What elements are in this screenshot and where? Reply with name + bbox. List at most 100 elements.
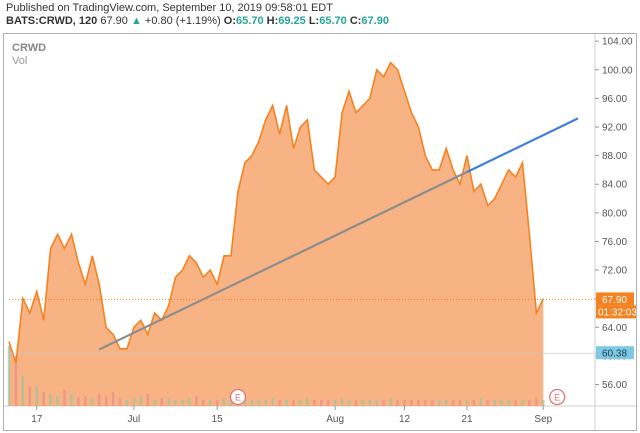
volume-bar xyxy=(104,396,108,406)
volume-bar xyxy=(132,398,136,406)
volume-bar xyxy=(500,400,503,406)
volume-bar xyxy=(306,398,309,406)
volume-bar xyxy=(209,400,212,406)
y-tick-label: 76.00 xyxy=(602,237,627,248)
volume-bar xyxy=(84,396,87,406)
symbol-interval: BATS:CRWD, 120 xyxy=(6,15,98,27)
y-tick-label: 100.00 xyxy=(602,65,633,76)
volume-bar xyxy=(28,386,32,406)
volume-bar xyxy=(417,400,420,406)
x-tick-label: 17 xyxy=(31,414,43,425)
y-tick-label: 92.00 xyxy=(602,123,627,134)
volume-bar xyxy=(14,356,18,406)
chart-symbol-label: CRWD xyxy=(12,42,47,54)
volume-bar xyxy=(257,400,261,406)
x-tick-label: Sep xyxy=(534,414,552,425)
volume-bar xyxy=(472,400,476,406)
chart-panel[interactable]: 104.00 100.00 96.00 92.00 88.00 84.00 80.00 76.… xyxy=(3,33,637,431)
volume-bar xyxy=(410,400,413,406)
y-tick-label: 80.00 xyxy=(602,208,627,219)
volume-bar xyxy=(521,400,524,406)
countdown-badge xyxy=(596,305,636,319)
volume-bar xyxy=(111,392,115,406)
volume-bar xyxy=(326,400,330,406)
close-label: C: xyxy=(349,15,362,27)
y-tick-label: 64.00 xyxy=(602,323,627,334)
volume-bar xyxy=(188,398,191,406)
volume-bar xyxy=(195,396,198,406)
volume-bar xyxy=(444,400,448,406)
volume-bar xyxy=(347,400,351,406)
close-value: 67.90 xyxy=(361,15,389,27)
last-price-badge xyxy=(596,292,634,306)
volume-bar xyxy=(333,400,337,406)
x-tick-label: 15 xyxy=(212,414,224,425)
volume-bar xyxy=(146,394,149,406)
level-badge xyxy=(596,346,634,360)
volume-bar xyxy=(313,400,316,406)
y-tick-label: 84.00 xyxy=(602,180,627,191)
header-price: 67.90 xyxy=(100,15,128,27)
volume-bar xyxy=(535,398,538,406)
published-line: Published on TradingView.com, September … xyxy=(6,2,333,14)
volume-bar xyxy=(250,400,254,406)
volume-bar xyxy=(542,400,545,406)
volume-bar xyxy=(403,400,406,406)
volume-bar xyxy=(361,400,365,406)
volume-bar xyxy=(507,400,510,406)
volume-bar xyxy=(514,400,517,406)
volume-bar xyxy=(153,400,156,406)
volume-bar xyxy=(98,394,101,406)
volume-bar xyxy=(368,400,372,406)
symbol-quote-line: BATS:CRWD, 120 67.90 ▲ +0.80 (+1.19%) O:… xyxy=(6,15,634,28)
volume-bar xyxy=(167,398,170,406)
volume-bar xyxy=(160,398,163,406)
trendline-extension xyxy=(466,117,579,173)
volume-bar xyxy=(486,400,489,406)
volume-bar xyxy=(77,398,80,406)
last-price-value: 67.90 xyxy=(602,295,627,306)
earnings-event-marker xyxy=(229,388,247,406)
volume-label: Vol xyxy=(12,55,28,67)
volume-bar xyxy=(215,400,219,406)
volume-bar xyxy=(56,396,59,406)
earnings-event-label: E xyxy=(554,393,560,403)
volume-bar xyxy=(264,400,267,406)
volume-bar xyxy=(340,398,344,406)
volume-bar xyxy=(382,400,385,406)
x-tick-label: Aug xyxy=(326,414,344,425)
volume-bar xyxy=(139,396,143,406)
low-label: L: xyxy=(308,15,320,27)
price-line xyxy=(8,61,545,364)
volume-bar xyxy=(7,346,11,406)
volume-bar xyxy=(431,400,434,406)
price-chart[interactable]: 104.00 100.00 96.00 92.00 88.00 84.00 80.00 76.… xyxy=(4,34,636,430)
volume-bar xyxy=(49,394,52,406)
trendline xyxy=(98,171,468,351)
open-value: 65.70 xyxy=(236,15,264,27)
high-value: 69.25 xyxy=(278,15,306,27)
volume-bar xyxy=(375,400,378,406)
x-tick-label: 12 xyxy=(399,414,411,425)
volume-bar xyxy=(299,400,302,406)
x-tick-label: 21 xyxy=(461,414,473,425)
volume-bar xyxy=(229,400,233,406)
x-tick-label: Jul xyxy=(128,414,141,425)
volume-bar xyxy=(125,400,129,406)
open-label: O: xyxy=(223,15,237,27)
volume-bar xyxy=(63,390,66,406)
earnings-event-label: E xyxy=(235,393,241,403)
y-tick-label: 104.00 xyxy=(602,37,633,48)
volume-bar xyxy=(42,392,45,406)
price-area-fill xyxy=(9,62,544,406)
volume-bar xyxy=(285,400,288,406)
chart-header: Published on TradingView.com, September … xyxy=(6,2,634,30)
change-up-icon: ▲ xyxy=(130,15,142,27)
volume-bar xyxy=(202,400,205,406)
volume-bar xyxy=(35,386,38,406)
volume-bar xyxy=(451,400,455,406)
volume-bar xyxy=(118,398,122,406)
volume-bar xyxy=(479,398,483,406)
volume-bar xyxy=(320,400,323,406)
volume-bar xyxy=(465,400,469,406)
